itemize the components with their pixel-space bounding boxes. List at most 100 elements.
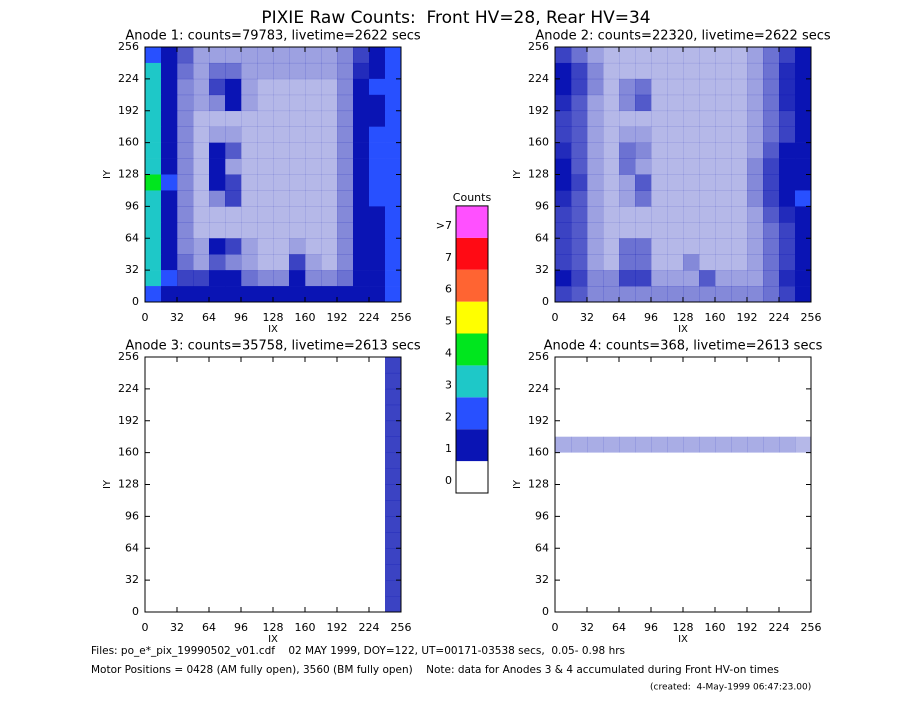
heatmap-cell — [699, 174, 716, 191]
heatmap-cell — [385, 158, 402, 175]
heatmap-cell — [715, 468, 732, 485]
heatmap-cell — [651, 468, 668, 485]
heatmap-cell — [763, 158, 780, 175]
heatmap-cell — [795, 286, 812, 303]
heatmap-cell — [555, 468, 572, 485]
heatmap-cell — [651, 286, 668, 303]
heatmap-cell — [321, 404, 338, 422]
heatmap-cell — [225, 452, 242, 469]
heatmap-cell — [603, 580, 620, 597]
heatmap-cell — [651, 452, 668, 469]
heatmap-cell — [257, 62, 274, 80]
heatmap-cell — [555, 206, 572, 223]
heatmap-cell — [257, 222, 274, 239]
heatmap-cell — [257, 94, 274, 112]
heatmap-cell — [699, 254, 716, 271]
colorbar-segment — [456, 461, 488, 493]
y-tick-label: 160 — [528, 136, 549, 149]
heatmap-cell — [683, 404, 700, 422]
heatmap-cell — [353, 206, 370, 223]
heatmap-cell — [619, 468, 636, 485]
panel-title: Anode 1: counts=79783, livetime=2622 sec… — [125, 29, 421, 44]
heatmap-cell — [603, 372, 620, 390]
heatmap-cell — [747, 142, 764, 159]
x-tick-label: 64 — [612, 621, 626, 634]
heatmap-cell — [353, 388, 370, 406]
heatmap-cell — [289, 110, 306, 127]
heatmap-cell — [321, 222, 338, 239]
heatmap-cell — [571, 142, 588, 159]
x-tick-label: 160 — [705, 621, 726, 634]
heatmap-cell — [619, 500, 636, 517]
heatmap-cell — [209, 564, 226, 581]
x-tick-label: 192 — [737, 621, 758, 634]
heatmap-cell — [273, 222, 290, 239]
heatmap-cell — [369, 94, 386, 112]
heatmap-cell — [699, 532, 716, 549]
heatmap-cell — [587, 62, 604, 80]
heatmap-cell — [571, 206, 588, 223]
heatmap-cell — [779, 532, 796, 549]
heatmap-cell — [257, 548, 274, 565]
heatmap-cell — [699, 238, 716, 255]
heatmap-cell — [683, 388, 700, 406]
heatmap-cell — [779, 500, 796, 517]
figure-title: PIXIE Raw Counts: Front HV=28, Rear HV=3… — [261, 8, 650, 28]
heatmap-cell — [747, 174, 764, 191]
heatmap-cell — [177, 222, 194, 239]
heatmap-cell — [747, 47, 764, 64]
heatmap-cell — [273, 532, 290, 549]
heatmap-cell — [369, 206, 386, 223]
colorbar-label: 1 — [445, 442, 452, 455]
heatmap-cell — [337, 564, 354, 581]
heatmap-cell — [145, 468, 162, 485]
heatmap-cell — [369, 126, 386, 143]
heatmap-cell — [731, 388, 748, 406]
y-tick-label: 0 — [132, 605, 139, 618]
heatmap-cell — [337, 436, 354, 453]
heatmap-cell — [651, 142, 668, 159]
heatmap-cell — [555, 254, 572, 271]
heatmap-cell — [193, 174, 210, 191]
colorbar-label: 6 — [445, 283, 452, 296]
heatmap-cell — [177, 270, 194, 287]
heatmap-cell — [337, 94, 354, 112]
heatmap-cell — [353, 548, 370, 565]
y-tick-label: 256 — [528, 350, 549, 363]
heatmap-cell — [353, 436, 370, 453]
heatmap-cell — [699, 404, 716, 422]
heatmap-cell — [683, 78, 700, 96]
heatmap-cell — [555, 532, 572, 549]
heatmap-cell — [779, 484, 796, 501]
x-tick-label: 192 — [327, 621, 348, 634]
heatmap-cell — [225, 142, 242, 159]
heatmap-cell — [321, 548, 338, 565]
heatmap-cell — [177, 484, 194, 501]
heatmap-cell — [273, 548, 290, 565]
heatmap-cell — [353, 62, 370, 80]
y-tick-label: 224 — [528, 382, 549, 395]
heatmap-cell — [587, 420, 604, 437]
y-tick-label: 32 — [535, 573, 549, 586]
heatmap-cell — [257, 78, 274, 96]
heatmap-cell — [555, 94, 572, 112]
x-tick-label: 256 — [801, 311, 822, 324]
heatmap-cell — [369, 532, 386, 549]
colorbar-label: 4 — [445, 347, 452, 360]
heatmap-cell — [795, 62, 812, 80]
x-tick-label: 0 — [552, 621, 559, 634]
heatmap-cell — [603, 548, 620, 565]
heatmap-cell — [715, 94, 732, 112]
heatmap-cell — [385, 357, 402, 374]
heatmap-cell — [353, 357, 370, 374]
heatmap-cell — [353, 254, 370, 271]
heatmap-cell — [209, 126, 226, 143]
heatmap-cell — [289, 468, 306, 485]
heatmap-cell — [603, 238, 620, 255]
heatmap-cell — [731, 372, 748, 390]
heatmap-cell — [321, 286, 338, 303]
heatmap-cell — [683, 286, 700, 303]
heatmap-cell — [145, 452, 162, 469]
heatmap-cell — [619, 110, 636, 127]
